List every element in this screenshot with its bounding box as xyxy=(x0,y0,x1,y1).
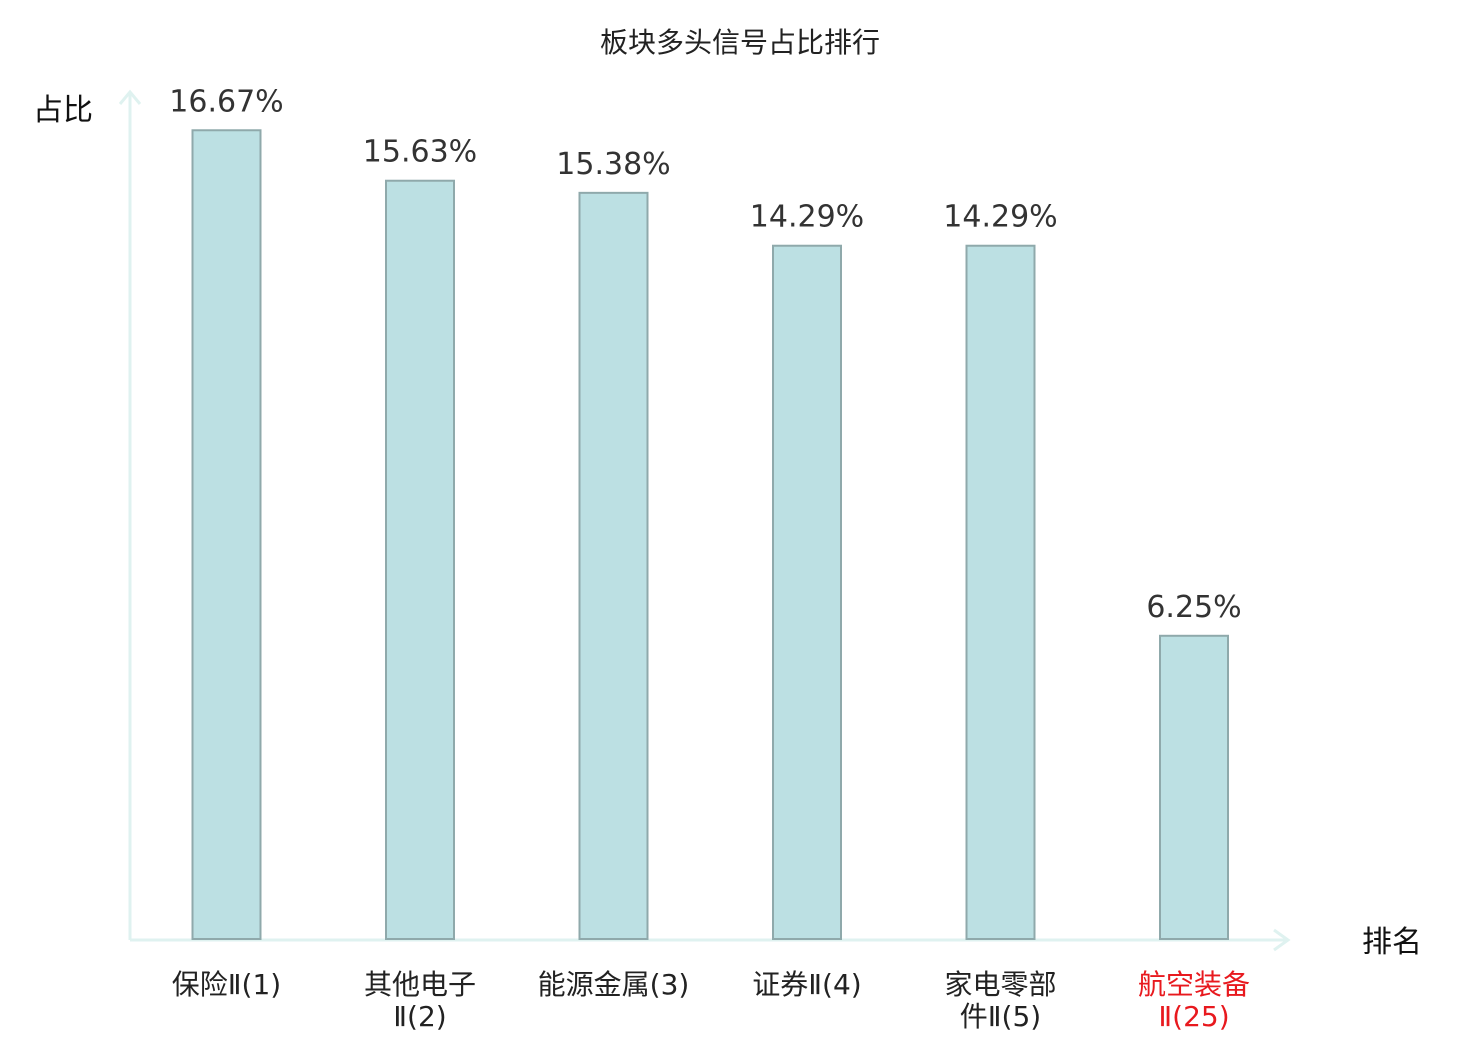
value-label-4: 14.29% xyxy=(750,200,864,235)
bar-2 xyxy=(385,179,455,940)
category-label-4: 证券Ⅱ(4) xyxy=(752,968,861,1001)
category-label-6-line-2: Ⅱ(25) xyxy=(1158,1000,1229,1033)
y-axis-label: 占比 xyxy=(33,93,93,128)
y-axis xyxy=(118,89,142,940)
category-label-2-line-2: Ⅱ(2) xyxy=(393,1000,446,1033)
bar-5 xyxy=(965,244,1036,941)
x-axis-label: 排名 xyxy=(1362,925,1422,960)
bar-4 xyxy=(772,244,842,941)
category-label-1: 保险Ⅱ(1) xyxy=(172,968,281,1001)
value-labels-group: 16.67% 15.63% 15.38% 14.29% 14.29% 6.25% xyxy=(169,84,1241,625)
bar-6 xyxy=(1159,634,1229,940)
bar-3 xyxy=(578,191,649,940)
x-axis xyxy=(130,928,1291,952)
category-label-6-line-1: 航空装备 xyxy=(1138,968,1250,1001)
category-label-5-line-1: 家电零部 xyxy=(944,968,1056,1001)
value-label-6: 6.25% xyxy=(1146,590,1241,625)
category-label-5-line-2: 件Ⅱ(5) xyxy=(960,1000,1041,1033)
bars-group xyxy=(191,129,1229,941)
value-label-3: 15.38% xyxy=(556,147,670,182)
chart-title: 板块多头信号占比排行 xyxy=(600,26,880,59)
value-label-5: 14.29% xyxy=(943,200,1057,235)
bar-1 xyxy=(191,129,262,941)
category-label-3: 能源金属(3) xyxy=(538,968,690,1001)
category-label-2-line-1: 其他电子 xyxy=(364,968,476,1001)
value-label-1: 16.67% xyxy=(169,84,283,119)
value-label-2: 15.63% xyxy=(363,135,477,170)
